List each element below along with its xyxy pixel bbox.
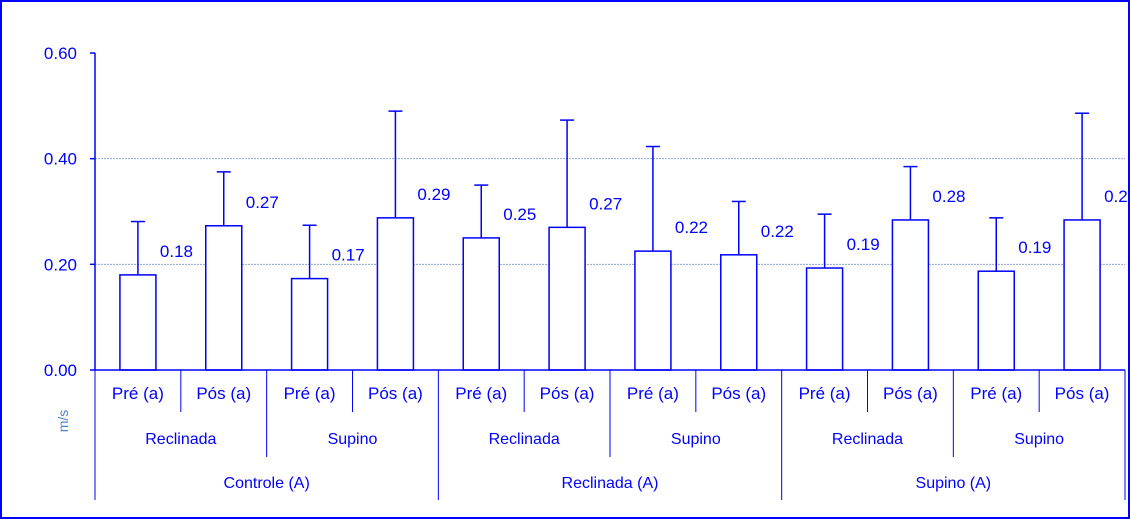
bar xyxy=(462,237,500,371)
x-tick-label: Pré (a) xyxy=(799,384,851,403)
bar xyxy=(1063,219,1101,371)
value-label: 0.27 xyxy=(246,193,279,212)
x-tick-label: Pós (a) xyxy=(540,384,595,403)
group-label: Reclinada xyxy=(145,431,216,448)
super-group-label: Supino (A) xyxy=(916,475,992,492)
x-tick-label: Pós (a) xyxy=(711,384,766,403)
x-tick-label: Pós (a) xyxy=(1055,384,1110,403)
value-label: 0.22 xyxy=(761,222,794,241)
group-label: Reclinada xyxy=(489,431,560,448)
value-label: 0.19 xyxy=(1018,238,1051,257)
bar xyxy=(634,250,672,371)
bar xyxy=(205,225,243,371)
bar xyxy=(891,219,930,371)
value-label: 0.29 xyxy=(417,185,450,204)
value-label: 0.28 xyxy=(932,187,965,206)
super-group-label: Reclinada (A) xyxy=(562,475,659,492)
x-tick-label: Pós (a) xyxy=(368,384,423,403)
super-group-label: Controle (A) xyxy=(224,475,310,492)
x-tick-label: Pré (a) xyxy=(970,384,1022,403)
bar xyxy=(548,226,586,371)
bar xyxy=(805,267,844,371)
bar xyxy=(119,274,157,371)
y-axis-ticks: 0.00 0.20 0.40 0.60 xyxy=(44,44,95,380)
value-label: 0.17 xyxy=(332,246,365,265)
category-table: Pré (a) Pós (a) Pré (a) Pós (a) Pré (a) Pós (… xyxy=(94,370,1126,500)
value-label: 0.25 xyxy=(503,205,536,224)
bar xyxy=(290,277,329,371)
value-label: 0.27 xyxy=(589,194,622,213)
y-tick-label: 0.40 xyxy=(44,150,77,169)
x-tick-label: Pré (a) xyxy=(284,384,336,403)
y-tick-label: 0.20 xyxy=(44,255,77,274)
x-tick-label: Pós (a) xyxy=(883,384,938,403)
y-tick-label: 0.00 xyxy=(44,361,77,380)
value-label: 0.18 xyxy=(160,242,193,261)
value-label: 0.22 xyxy=(675,218,708,237)
bar xyxy=(720,254,758,371)
bar xyxy=(977,270,1015,371)
grid-lines xyxy=(95,158,1125,265)
bars: 0.18 0.27 0.17 0.29 0.25 0.27 0.22 0.22 0.19 0.28… xyxy=(119,110,1130,371)
x-tick-label: Pré (a) xyxy=(112,384,164,403)
group-label: Supino xyxy=(1014,431,1064,448)
group-label: Supino xyxy=(671,431,721,448)
x-tick-label: Pré (a) xyxy=(627,384,679,403)
x-tick-label: Pós (a) xyxy=(196,384,251,403)
y-axis-label: m/s xyxy=(55,410,71,433)
value-label: 0.29 xyxy=(1104,187,1130,206)
group-label: Supino xyxy=(328,431,378,448)
value-label: 0.19 xyxy=(847,235,880,254)
y-tick-label: 0.60 xyxy=(44,44,77,63)
x-tick-label: Pré (a) xyxy=(455,384,507,403)
bar xyxy=(376,217,415,371)
group-label: Reclinada xyxy=(832,431,903,448)
